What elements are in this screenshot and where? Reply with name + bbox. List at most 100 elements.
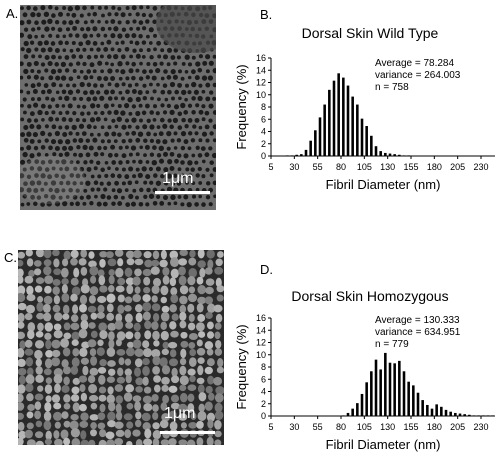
c1-xtick-label-6: 155 (403, 422, 418, 432)
c1-bar-29 (407, 381, 410, 416)
c1-bar-40 (458, 413, 462, 416)
c0-bar-23 (379, 151, 382, 156)
c1-ytick-label-2: 4 (261, 387, 266, 397)
c0-xtick-label-5: 130 (380, 162, 395, 172)
c0-bar-20 (365, 125, 368, 156)
c0-ytick-label-2: 4 (261, 127, 266, 137)
c1-xtick-label-5: 130 (380, 422, 395, 432)
c0-bar-22 (374, 146, 378, 156)
c1-bar-27 (398, 360, 401, 417)
c1-bar-24 (384, 352, 387, 416)
c1-ytick-label-1: 2 (261, 399, 266, 409)
c1-bar-37 (444, 409, 448, 417)
c0-bar-9 (314, 130, 317, 157)
c0-xtick-label-8: 205 (450, 162, 465, 172)
c0-bar-6 (300, 154, 303, 156)
c1-annotation-1: variance = 634.951 (375, 327, 461, 338)
c0-ytick-label-8: 16 (256, 53, 266, 63)
panel-letter-a: A. (6, 6, 19, 21)
c1-bar-17 (351, 408, 354, 416)
micrograph-homozygous (18, 250, 224, 445)
c1-bar-38 (449, 411, 452, 416)
c1-bar-26 (393, 363, 396, 416)
c1-bar-16 (346, 412, 350, 416)
c1-ytick-label-6: 12 (256, 338, 266, 348)
c0-annotation-1: variance = 264.003 (375, 70, 461, 81)
micrograph-homozygous-image (18, 250, 224, 445)
c0-bar-12 (328, 89, 331, 156)
c0-bar-14 (337, 73, 340, 156)
c0-xtick-label-9: 230 (473, 162, 488, 172)
c1-bar-39 (454, 412, 457, 416)
c1-bar-42 (468, 414, 471, 417)
panel-letter-d: D. (260, 262, 273, 277)
c1-bar-28 (402, 371, 406, 416)
c0-bar-10 (318, 117, 322, 156)
c1-xtick-label-9: 230 (473, 422, 488, 432)
c0-bar-18 (356, 104, 359, 156)
c1-xlabel: Fibril Diameter (nm) (326, 437, 441, 452)
c0-ylabel: Frequency (%) (234, 64, 249, 149)
c1-bar-36 (440, 406, 443, 416)
c0-xtick-label-3: 80 (336, 162, 346, 172)
c1-ylabel: Frequency (%) (234, 324, 249, 409)
c1-ytick-label-8: 16 (256, 313, 266, 323)
c1-xtick-label-8: 205 (450, 422, 465, 432)
c0-xlabel: Fibril Diameter (nm) (326, 177, 441, 192)
micrograph-wild-type-image (20, 5, 216, 210)
c1-ytick-label-7: 14 (256, 325, 266, 335)
c1-ytick-label-0: 0 (261, 411, 266, 421)
c0-bar-26 (393, 154, 396, 156)
c0-ytick-label-0: 0 (261, 151, 266, 161)
c1-xtick-label-4: 105 (357, 422, 372, 432)
c1-bar-34 (430, 408, 434, 416)
c1-ytick-label-5: 10 (256, 350, 266, 360)
c1-ytick-label-3: 6 (261, 374, 266, 384)
c1-annotation-2: n = 779 (375, 339, 409, 350)
c0-annotation-0: Average = 78.284 (375, 58, 454, 69)
c0-ytick-label-3: 6 (261, 114, 266, 124)
c0-xtick-label-0: 5 (268, 162, 273, 172)
c1-bar-21 (370, 371, 373, 416)
scale-bar-label-c: 1μm (164, 405, 196, 422)
c0-bar-27 (398, 154, 401, 157)
c1-xtick-label-1: 30 (289, 422, 299, 432)
c1-bar-19 (360, 393, 364, 416)
c0-xtick-label-1: 30 (289, 162, 299, 172)
histogram-homozygous: Dorsal Skin Homozygous Average = 130.333v… (234, 288, 495, 452)
c1-title: Dorsal Skin Homozygous (291, 288, 448, 304)
c1-bar-35 (435, 404, 438, 416)
c0-bar-5 (295, 154, 298, 157)
c1-bar-32 (421, 400, 424, 417)
c0-bar-7 (304, 149, 308, 157)
c0-bar-21 (370, 135, 373, 156)
c1-bar-31 (416, 392, 420, 416)
c0-bar-24 (384, 152, 387, 156)
c1-bar-20 (365, 382, 368, 416)
c0-bar-11 (323, 104, 326, 156)
c1-bar-33 (426, 404, 429, 416)
c0-bar-17 (351, 96, 354, 156)
c1-ytick-label-4: 8 (261, 362, 266, 372)
c0-bar-16 (346, 85, 350, 156)
c1-bar-23 (379, 369, 382, 416)
c1-xtick-label-7: 180 (427, 422, 442, 432)
c0-bar-25 (388, 153, 392, 156)
c0-xtick-label-4: 105 (357, 162, 372, 172)
scale-bar-label-a: 1μm (162, 170, 194, 187)
histogram-wild-type: Dorsal Skin Wild Type Average = 78.284var… (234, 25, 495, 192)
c0-ytick-label-1: 2 (261, 139, 266, 149)
c0-xtick-label-6: 155 (403, 162, 418, 172)
c1-xtick-label-3: 80 (336, 422, 346, 432)
c0-bar-19 (360, 118, 364, 156)
c0-bar-15 (342, 77, 345, 156)
scale-bar-c (160, 431, 215, 434)
c0-bar-8 (309, 140, 312, 156)
c0-xtick-label-7: 180 (427, 162, 442, 172)
c0-ytick-label-7: 14 (256, 65, 266, 75)
c1-xtick-label-0: 5 (268, 422, 273, 432)
micrograph-wild-type (20, 5, 216, 210)
c0-bar-13 (332, 80, 336, 156)
c1-bar-22 (374, 359, 378, 416)
panel-letter-b: B. (260, 7, 273, 22)
